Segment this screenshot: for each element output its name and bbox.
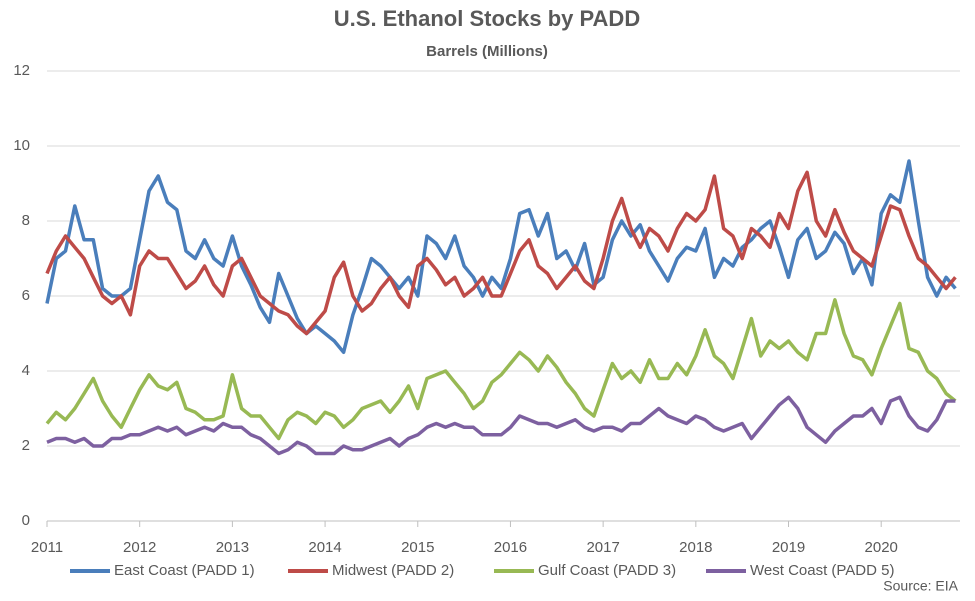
x-tick-label: 2015 [401, 539, 434, 556]
x-tick-label: 2019 [772, 539, 805, 556]
y-tick-label: 0 [22, 512, 30, 529]
y-tick-label: 4 [22, 362, 30, 379]
y-tick-label: 8 [22, 212, 30, 229]
x-tick-label: 2011 [31, 539, 63, 556]
series-line [45, 298, 957, 441]
x-tick-label: 2018 [679, 539, 712, 556]
x-tick-label: 2016 [494, 539, 527, 556]
legend-label: Gulf Coast (PADD 3) [538, 562, 676, 579]
x-tick-label: 2013 [216, 539, 249, 556]
legend-label: Midwest (PADD 2) [332, 562, 454, 579]
chart-subtitle: Barrels (Millions) [426, 43, 548, 60]
x-tick-label: 2017 [586, 539, 619, 556]
legend-label: West Coast (PADD 5) [750, 562, 894, 579]
y-tick-label: 12 [13, 62, 30, 79]
series-line [45, 159, 957, 355]
series-line [45, 170, 957, 336]
x-tick-label: 2012 [123, 539, 156, 556]
y-tick-label: 10 [13, 137, 30, 154]
source-note: Source: EIA [883, 578, 958, 594]
chart-title: U.S. Ethanol Stocks by PADD [334, 6, 640, 31]
y-tick-label: 2 [22, 437, 30, 454]
x-tick-label: 2014 [308, 539, 341, 556]
x-tick-label: 2020 [865, 539, 898, 556]
y-tick-label: 6 [22, 287, 30, 304]
series-line [46, 395, 956, 456]
legend-label: East Coast (PADD 1) [114, 562, 255, 579]
